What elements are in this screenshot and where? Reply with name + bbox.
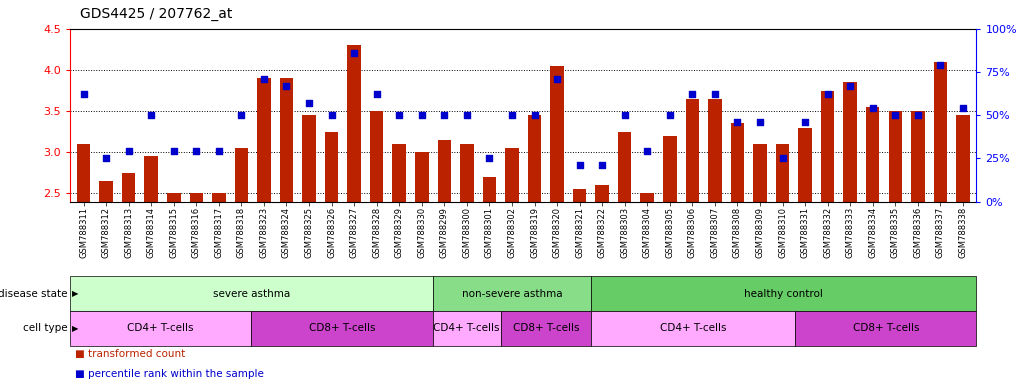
Text: non-severe asthma: non-severe asthma <box>461 289 562 299</box>
Point <box>594 162 611 169</box>
Bar <box>595 185 609 384</box>
Point <box>98 156 114 162</box>
Point <box>617 112 633 118</box>
Bar <box>235 148 248 384</box>
Text: ▶: ▶ <box>72 289 78 298</box>
Bar <box>730 123 745 384</box>
Point <box>301 100 317 106</box>
Point <box>210 149 227 155</box>
Text: ■ transformed count: ■ transformed count <box>75 349 185 359</box>
Bar <box>190 194 203 384</box>
Point <box>481 156 497 162</box>
Point <box>278 83 295 89</box>
Bar <box>776 144 789 384</box>
Point <box>842 83 858 89</box>
Bar <box>844 82 857 384</box>
Point <box>955 105 971 111</box>
Point <box>864 105 881 111</box>
Bar <box>889 111 902 384</box>
Point <box>166 149 182 155</box>
Bar <box>438 140 451 384</box>
Bar <box>505 148 519 384</box>
Point <box>639 149 655 155</box>
Bar <box>866 107 880 384</box>
Bar <box>527 115 542 384</box>
Text: cell type: cell type <box>24 323 68 333</box>
Bar <box>550 66 563 384</box>
Bar <box>956 115 969 384</box>
Text: ▶: ▶ <box>72 324 78 333</box>
Point <box>504 112 520 118</box>
Text: CD4+ T-cells: CD4+ T-cells <box>660 323 726 333</box>
Bar <box>144 156 158 384</box>
Bar <box>370 111 383 384</box>
Point <box>820 91 836 98</box>
Bar <box>258 78 271 384</box>
Point <box>436 112 452 118</box>
Bar <box>573 189 586 384</box>
Point <box>458 112 475 118</box>
Bar <box>912 111 925 384</box>
Bar <box>167 194 180 384</box>
Point <box>526 112 543 118</box>
Bar <box>415 152 428 384</box>
Bar <box>798 127 812 384</box>
Point <box>413 112 430 118</box>
Point <box>233 112 249 118</box>
Bar <box>821 91 834 384</box>
Point <box>661 112 678 118</box>
Text: severe asthma: severe asthma <box>212 289 290 299</box>
Point <box>752 119 768 125</box>
Text: CD8+ T-cells: CD8+ T-cells <box>513 323 579 333</box>
Point <box>346 50 363 56</box>
Text: CD4+ T-cells: CD4+ T-cells <box>128 323 194 333</box>
Bar <box>483 177 496 384</box>
Point <box>391 112 408 118</box>
Bar <box>99 181 113 384</box>
Point <box>684 91 700 98</box>
Bar <box>618 132 631 384</box>
Point <box>121 149 137 155</box>
Bar <box>641 194 654 384</box>
Point <box>775 156 791 162</box>
Point <box>143 112 160 118</box>
Point <box>188 149 205 155</box>
Point <box>323 112 340 118</box>
Bar <box>753 144 766 384</box>
Text: CD8+ T-cells: CD8+ T-cells <box>853 323 919 333</box>
Point <box>932 62 949 68</box>
Bar <box>663 136 677 384</box>
Bar <box>302 115 316 384</box>
Bar <box>933 62 948 384</box>
Bar <box>324 132 338 384</box>
Text: CD8+ T-cells: CD8+ T-cells <box>309 323 375 333</box>
Point <box>887 112 903 118</box>
Text: disease state: disease state <box>0 289 68 299</box>
Bar <box>77 144 91 384</box>
Bar <box>212 194 226 384</box>
Text: healthy control: healthy control <box>745 289 823 299</box>
Point <box>909 112 926 118</box>
Point <box>75 91 92 98</box>
Point <box>707 91 723 98</box>
Point <box>369 91 385 98</box>
Bar <box>686 99 699 384</box>
Point <box>549 76 565 82</box>
Point <box>255 76 272 82</box>
Bar <box>280 78 294 384</box>
Point <box>797 119 814 125</box>
Bar <box>122 173 135 384</box>
Text: GDS4425 / 207762_at: GDS4425 / 207762_at <box>80 7 233 21</box>
Text: ■ percentile rank within the sample: ■ percentile rank within the sample <box>75 369 264 379</box>
Bar <box>709 99 722 384</box>
Point <box>729 119 746 125</box>
Bar <box>460 144 474 384</box>
Text: CD4+ T-cells: CD4+ T-cells <box>434 323 500 333</box>
Bar <box>347 45 360 384</box>
Bar <box>392 144 406 384</box>
Point <box>572 162 588 169</box>
